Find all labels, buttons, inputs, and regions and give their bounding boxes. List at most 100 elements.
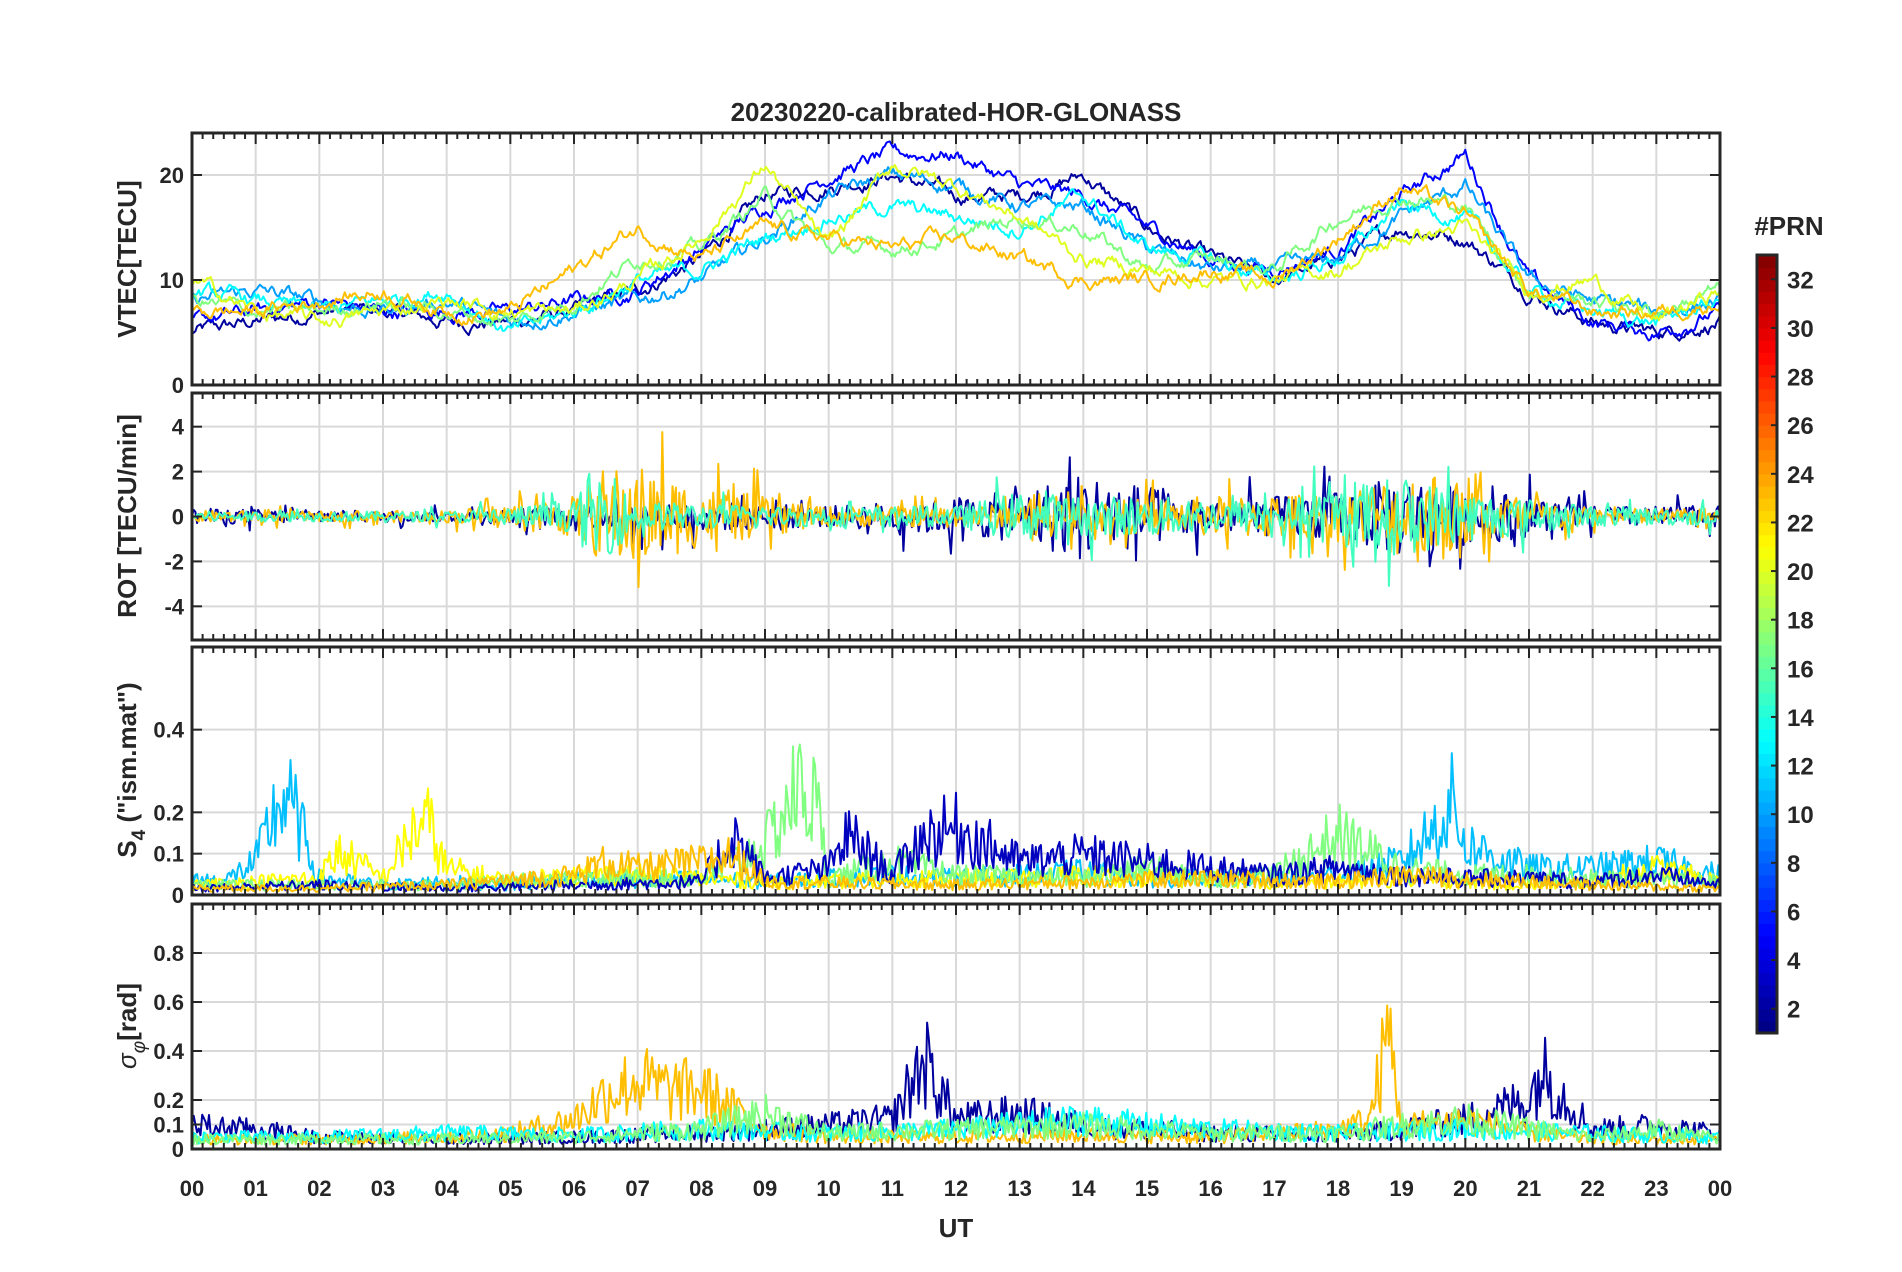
colorbar-segment — [1757, 972, 1777, 985]
colorbar-segment — [1757, 255, 1777, 268]
sigma-ylabel-rest: [rad] — [112, 983, 142, 1041]
x-tick-label: 11 — [881, 1176, 904, 1201]
x-tick-label: 22 — [1580, 1176, 1604, 1201]
colorbar-segment — [1757, 425, 1777, 438]
rot-ylabel: ROT [TECU/min] — [112, 414, 142, 618]
colorbar-segment — [1757, 595, 1777, 609]
x-tick-labels: 00 01 02 03 04 05 06 07 08 09 10 11 12 13 14 15 16 17 18 19… — [180, 1176, 1732, 1201]
s4-ytick-label: 0.1 — [153, 842, 184, 867]
colorbar-segment — [1757, 485, 1777, 499]
s4-ytick-label: 0 — [172, 883, 184, 908]
colorbar-segment — [1757, 522, 1777, 536]
colorbar-segment — [1757, 814, 1777, 827]
rot-ytick-label: 2 — [172, 460, 184, 485]
s4-ytick-label: 0.2 — [153, 800, 184, 825]
x-tick-label: 05 — [498, 1176, 522, 1201]
figure-title: 20230220-calibrated-HOR-GLONASS — [731, 97, 1182, 127]
x-tick-label: 23 — [1644, 1176, 1668, 1201]
series-line-prn-10 — [192, 166, 1720, 331]
series-line-prn-15 — [192, 465, 1720, 587]
s4-ylabel: S4 ("ism.mat") — [112, 682, 150, 857]
colorbar-segment — [1757, 935, 1777, 949]
x-tick-label: 06 — [562, 1176, 586, 1201]
colorbar-segment — [1757, 729, 1777, 742]
x-tick-label: 01 — [243, 1176, 267, 1201]
colorbar-segment — [1757, 680, 1777, 694]
colorbar-segment — [1757, 996, 1777, 1010]
colorbar-segment — [1757, 413, 1777, 426]
rot-ytick-label: 4 — [172, 415, 185, 440]
colorbar-segment — [1757, 315, 1777, 329]
sig-ytick-label: 0.2 — [153, 1088, 184, 1113]
rot-ytick-label: -2 — [164, 549, 184, 574]
colorbar-segment — [1757, 789, 1777, 803]
colorbar-segment — [1757, 473, 1777, 487]
colorbar-segment — [1757, 364, 1777, 378]
colorbar-segment — [1757, 510, 1777, 524]
colorbar-segment — [1757, 765, 1777, 779]
x-tick-label: 10 — [816, 1176, 840, 1201]
colorbar-segment — [1757, 704, 1777, 718]
x-tick-label: 16 — [1198, 1176, 1222, 1201]
sig-ytick-label: 0.1 — [153, 1113, 184, 1138]
rot-ytick-label: 0 — [172, 505, 184, 530]
colorbar-segment — [1757, 753, 1777, 767]
s4-ylabel-rest: ("ism.mat") — [112, 682, 142, 829]
colorbar-frame — [1755, 253, 1779, 1035]
colorbar-segment — [1757, 887, 1777, 900]
colorbar-segment — [1757, 583, 1777, 596]
rot-panel: -4 -2 0 2 4 — [164, 391, 1722, 642]
colorbar-tick-label: 20 — [1787, 559, 1814, 586]
colorbar-segment — [1757, 911, 1777, 925]
colorbar-segment — [1757, 619, 1777, 633]
rot-ytick-label: -4 — [164, 594, 184, 619]
vtec-panel: 0 10 20 — [160, 131, 1722, 398]
colorbar-segment — [1757, 546, 1777, 560]
sig-ytick-label: 0.4 — [153, 1039, 184, 1064]
colorbar-tick-label: 16 — [1787, 656, 1814, 683]
colorbar-segment — [1757, 449, 1777, 463]
colorbar-segment — [1757, 352, 1777, 366]
colorbar-segment — [1757, 850, 1777, 864]
colorbar-segment — [1757, 984, 1777, 998]
vtec-series-group — [192, 140, 1720, 342]
colorbar-tick-label: 14 — [1787, 705, 1814, 732]
colorbar-segment — [1757, 644, 1777, 657]
colorbar-segment — [1757, 291, 1777, 305]
colorbar-tick-label: 8 — [1787, 851, 1800, 878]
x-tick-label: 17 — [1262, 1176, 1286, 1201]
series-line-prn-2 — [192, 1021, 1720, 1146]
colorbar-segment — [1757, 923, 1777, 937]
colorbar-tick-label: 2 — [1787, 997, 1800, 1024]
colorbar-segment — [1757, 461, 1777, 475]
colorbar-segment — [1757, 558, 1777, 572]
colorbar-segment — [1757, 388, 1777, 402]
s4-panel: 0 0.1 0.2 0.4 — [153, 645, 1722, 908]
colorbar-segment — [1757, 400, 1777, 414]
colorbar-tick-label: 30 — [1787, 316, 1814, 343]
colorbar-segment — [1757, 838, 1777, 852]
x-tick-label: 00 — [180, 1176, 204, 1201]
x-tick-label: 04 — [434, 1176, 459, 1201]
colorbar-tick-label: 18 — [1787, 608, 1814, 635]
x-tick-label: 13 — [1007, 1176, 1031, 1201]
colorbar-segment — [1757, 267, 1777, 280]
x-tick-label: 09 — [753, 1176, 777, 1201]
colorbar-segment — [1757, 947, 1777, 961]
colorbar-segment — [1757, 340, 1777, 353]
colorbar-segment — [1757, 631, 1777, 645]
colorbar-segment — [1757, 826, 1777, 840]
colorbar-segment — [1757, 656, 1777, 669]
sigma-phi-panel: 00.10.2 0.4 0.6 0.8 — [153, 902, 1722, 1162]
colorbar-title: #PRN — [1754, 211, 1823, 241]
colorbar-segment — [1757, 874, 1777, 888]
vtec-ytick-label: 0 — [172, 373, 184, 398]
colorbar-segment — [1757, 571, 1777, 584]
colorbar-tick-label: 22 — [1787, 510, 1814, 537]
colorbar-segment — [1757, 741, 1777, 755]
colorbar-tick-label: 24 — [1787, 462, 1814, 489]
x-tick-label: 08 — [689, 1176, 713, 1201]
x-tick-label: 00 — [1708, 1176, 1732, 1201]
